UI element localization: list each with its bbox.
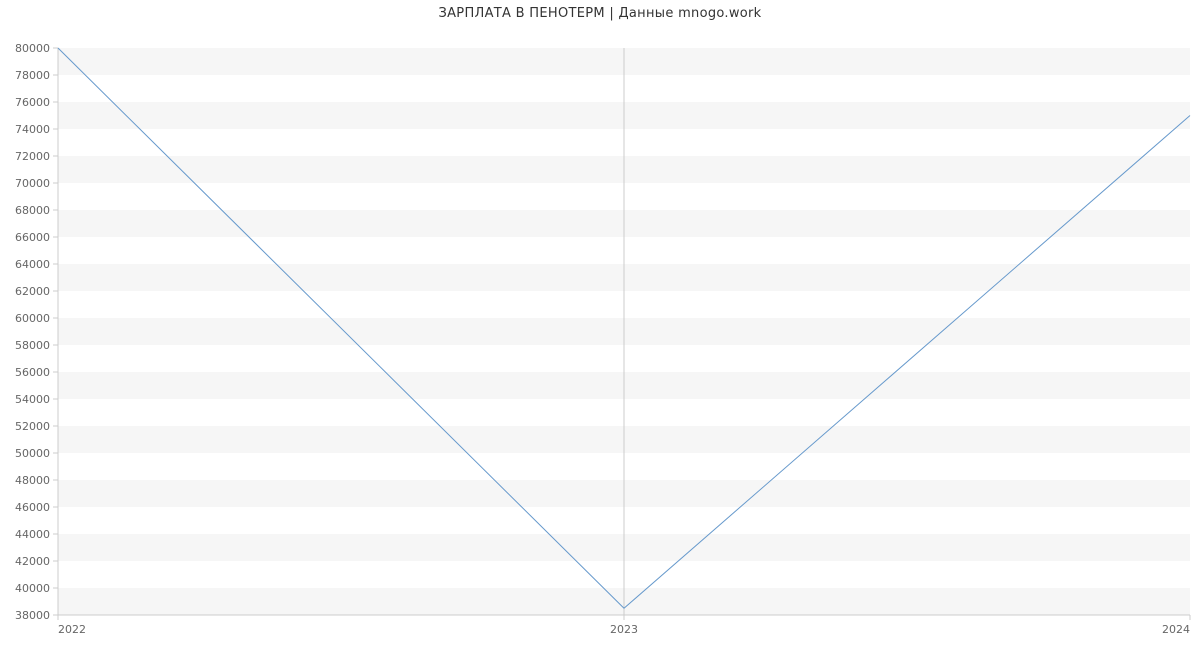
y-tick-label: 48000 (15, 474, 50, 487)
y-tick-label: 56000 (15, 366, 50, 379)
y-tick-label: 78000 (15, 69, 50, 82)
y-tick-label: 52000 (15, 420, 50, 433)
y-tick-label: 80000 (15, 42, 50, 55)
y-tick-label: 50000 (15, 447, 50, 460)
y-tick-label: 74000 (15, 123, 50, 136)
y-tick-label: 68000 (15, 204, 50, 217)
y-tick-label: 64000 (15, 258, 50, 271)
y-tick-label: 70000 (15, 177, 50, 190)
y-tick-label: 38000 (15, 609, 50, 622)
y-tick-label: 66000 (15, 231, 50, 244)
salary-line-chart: ЗАРПЛАТА В ПЕНОТЕРМ | Данные mnogo.work … (0, 0, 1200, 650)
y-tick-label: 76000 (15, 96, 50, 109)
x-tick-label: 2022 (58, 623, 86, 636)
y-tick-label: 42000 (15, 555, 50, 568)
y-tick-label: 58000 (15, 339, 50, 352)
y-tick-label: 72000 (15, 150, 50, 163)
y-tick-label: 54000 (15, 393, 50, 406)
x-tick-label: 2023 (610, 623, 638, 636)
y-tick-label: 44000 (15, 528, 50, 541)
y-tick-label: 40000 (15, 582, 50, 595)
x-tick-label: 2024 (1162, 623, 1190, 636)
y-tick-label: 46000 (15, 501, 50, 514)
chart-svg: 38000 40000 42000 44000 46000 48000 50000 52000… (0, 0, 1200, 650)
y-tick-label: 62000 (15, 285, 50, 298)
y-tick-label: 60000 (15, 312, 50, 325)
